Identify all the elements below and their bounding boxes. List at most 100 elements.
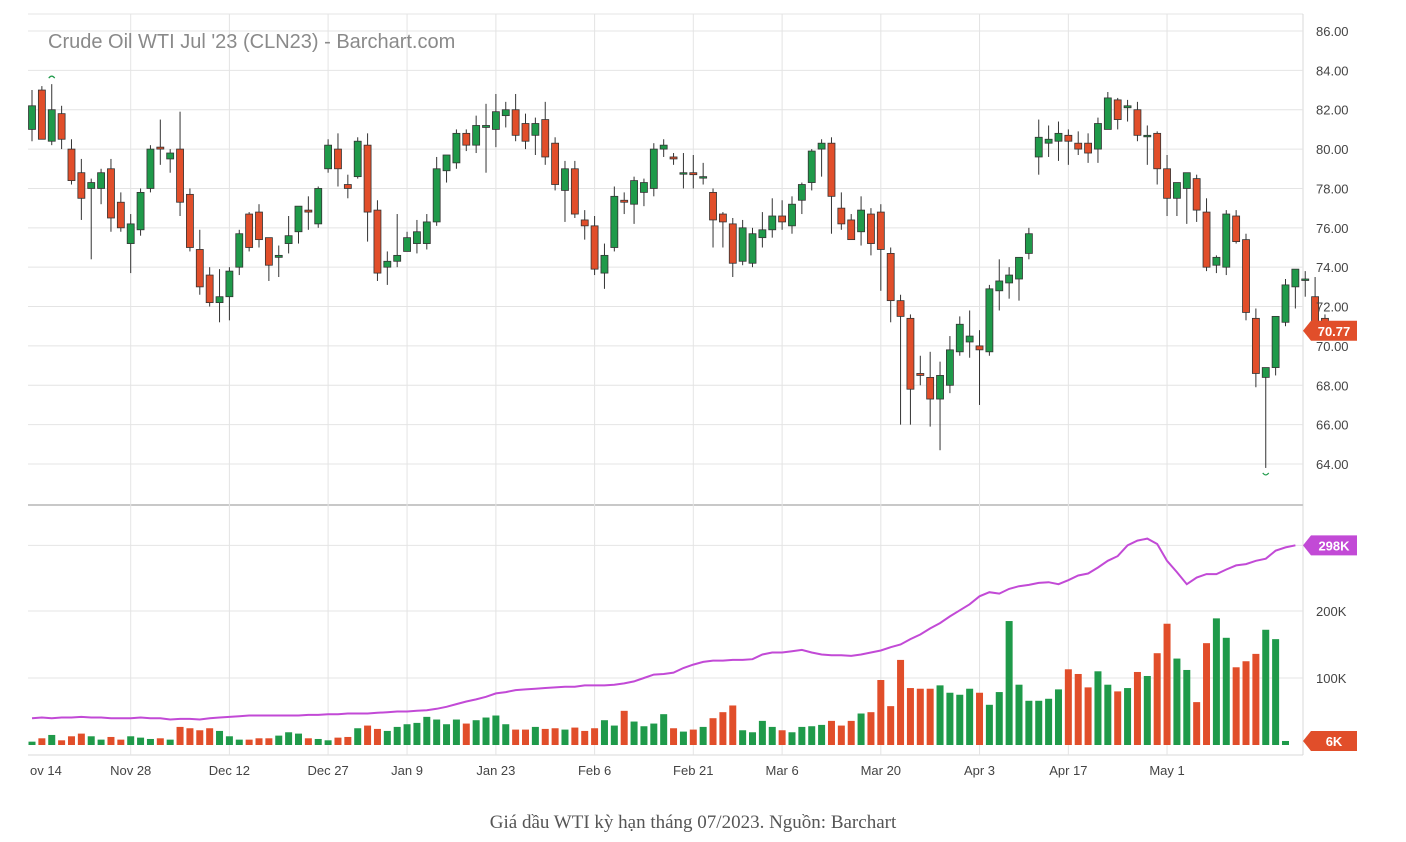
volume-bar (97, 739, 105, 745)
candle-body (728, 223, 737, 264)
candle (482, 103, 490, 173)
candle (146, 145, 155, 193)
date-tick-label: Mar 6 (766, 763, 799, 778)
last-price-tag-shape (1303, 320, 1357, 341)
volume-bar (946, 692, 954, 745)
candle-body (146, 148, 155, 189)
candle (916, 355, 925, 386)
price-candles (28, 84, 1329, 468)
price-tick-label: 74.00 (1316, 260, 1349, 275)
candle (77, 158, 86, 220)
candle (886, 247, 895, 323)
candle-body (393, 254, 402, 262)
open-interest-line (31, 537, 1296, 721)
candle (1173, 182, 1181, 217)
candle-body (699, 176, 708, 179)
volume-bar (255, 738, 263, 745)
volume-bar (1124, 688, 1132, 745)
candle-body (1015, 256, 1023, 280)
candle-body (166, 152, 175, 160)
volume-bar (581, 730, 589, 745)
candlestick-chart: 86.00 84.00 82.00 80.00 78.00 76.00 74.00 72.00… (28, 13, 1357, 778)
candle-body (886, 253, 895, 302)
candle-body (857, 209, 865, 233)
candle (324, 139, 333, 173)
volume-bar (1173, 658, 1181, 745)
volume-bar (472, 720, 480, 745)
volume-bar (561, 729, 569, 745)
volume-tick-label: 200K (1316, 604, 1347, 619)
volume-bar (186, 728, 194, 745)
candle-body (531, 123, 540, 136)
chart-area: 86.00 84.00 82.00 80.00 78.00 76.00 74.00 72.00… (28, 13, 1357, 778)
candle (1064, 129, 1073, 165)
volume-bar (798, 726, 806, 745)
candle (659, 139, 668, 157)
candle-body (413, 231, 421, 244)
candle-body (679, 172, 688, 175)
last-price-tag: 70.77 (1303, 320, 1357, 341)
volume-bar (600, 720, 608, 745)
candle-body (264, 237, 273, 266)
candle-body (205, 274, 214, 304)
volume-bar (117, 739, 125, 745)
candle (472, 115, 481, 154)
candle-body (294, 205, 303, 233)
candle-body (452, 132, 461, 164)
candle (1192, 174, 1201, 222)
price-tick-label: 66.00 (1316, 418, 1349, 433)
candle-body (186, 193, 194, 248)
candle-body (383, 260, 392, 268)
candle-body (778, 215, 787, 223)
candle (1034, 119, 1043, 175)
candle-body (1173, 182, 1181, 199)
volume-bar (699, 726, 707, 745)
volume-bar (768, 726, 776, 745)
volume-bar (995, 692, 1003, 745)
high-marker (48, 75, 56, 79)
volume-bar (867, 712, 875, 745)
candle-body (1143, 134, 1152, 138)
candle-body (521, 123, 530, 142)
candle-body (482, 125, 490, 128)
candle (610, 186, 619, 252)
volume-bar (1005, 621, 1013, 745)
volume-bar (906, 688, 914, 745)
candle-body (590, 225, 599, 270)
chart-title: Crude Oil WTI Jul '23 (CLN23) - Barchart… (48, 31, 455, 53)
candle-body (1024, 233, 1033, 254)
candle (600, 243, 609, 289)
candle-body (363, 144, 372, 213)
candle-body (659, 144, 668, 150)
candle-body (1084, 142, 1092, 154)
candle (1005, 267, 1014, 299)
volume-bar (354, 728, 362, 745)
candle-body (817, 142, 826, 150)
candle-body (67, 148, 76, 181)
candle-body (1123, 105, 1132, 109)
volume-bar (107, 736, 115, 745)
candle (87, 178, 96, 260)
candle (1024, 227, 1033, 260)
candle (738, 219, 747, 266)
volume-bar (729, 705, 737, 745)
volume-bar (916, 688, 924, 745)
candle (1212, 255, 1221, 274)
candle-body (748, 233, 757, 264)
candle-body (1034, 136, 1043, 158)
candle-body (788, 203, 796, 227)
candle (699, 162, 708, 185)
volume-bar (1094, 671, 1102, 745)
date-tick-label: Nov 28 (110, 763, 151, 778)
candle (640, 178, 648, 207)
candle-body (57, 113, 66, 140)
volume-bar (285, 732, 293, 745)
candle-body (97, 172, 105, 189)
volume-bar (87, 736, 95, 745)
candle-body (876, 211, 885, 250)
candle-body (600, 254, 609, 274)
candle (1054, 121, 1063, 161)
volume-bar (985, 704, 993, 745)
volume-bar (67, 736, 75, 745)
candle (334, 133, 342, 187)
